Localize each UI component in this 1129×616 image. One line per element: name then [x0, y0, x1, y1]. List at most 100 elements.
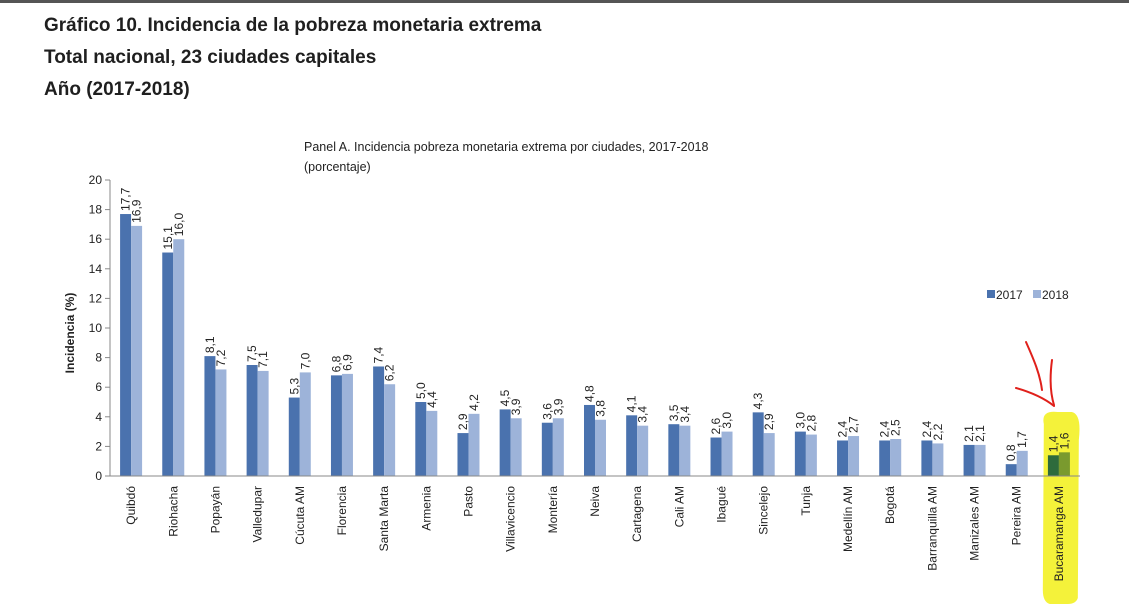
bar-2017 [752, 412, 764, 476]
bar-2017 [668, 424, 680, 476]
value-label-2018: 7,0 [298, 352, 312, 369]
value-label-2017: 3,6 [540, 403, 554, 420]
y-tick-label: 14 [89, 262, 103, 276]
red-arrow-annotation [1015, 341, 1055, 407]
value-label-2017: 4,5 [498, 389, 512, 406]
bar-2017 [794, 431, 806, 476]
x-tick-label: Ibagué [715, 486, 729, 523]
bar-2017 [373, 366, 385, 476]
value-label-2018: 16,9 [130, 199, 144, 223]
bar-2018 [679, 425, 691, 476]
bar-2018 [468, 413, 480, 476]
x-tick-label: Manizales AM [968, 486, 982, 561]
value-label-2017: 6,8 [329, 355, 343, 372]
legend-label-2017: 2017 [996, 288, 1023, 302]
y-axis-label: Incidencia (%) [63, 293, 77, 374]
x-tick-label: Cúcuta AM [293, 486, 307, 545]
bar-2017 [330, 375, 342, 476]
value-label-2017: 2,4 [836, 420, 850, 437]
value-label-2017: 7,4 [372, 346, 386, 363]
bar-2017 [457, 433, 469, 476]
annotation-stroke-2 [1049, 359, 1055, 406]
bar-2018 [299, 372, 311, 476]
bar-2017 [499, 409, 511, 476]
x-tick-label: Valledupar [251, 486, 265, 542]
value-label-2018: 4,4 [425, 391, 439, 408]
y-tick-label: 20 [89, 173, 103, 187]
legend-swatch-2018 [1033, 290, 1041, 298]
y-tick-label: 12 [89, 291, 103, 305]
y-tick-label: 2 [95, 439, 102, 453]
value-label-2018: 6,2 [383, 364, 397, 381]
bar-2017 [584, 404, 595, 476]
header-years: Año (2017-2018) [44, 79, 190, 100]
legend-label-2018: 2018 [1042, 288, 1069, 302]
legend-swatch-2017 [987, 290, 995, 298]
value-label-2018: 1,7 [1015, 431, 1029, 448]
bar-2018 [1016, 450, 1028, 476]
bar-2017 [963, 444, 975, 476]
value-label-2018: 1,6 [1057, 432, 1071, 449]
value-label-2018: 2,1 [973, 425, 987, 442]
x-tick-label: Bogotá [883, 486, 897, 524]
header-subtitle: Total nacional, 23 ciudades capitales [44, 47, 377, 68]
y-tick-label: 0 [95, 469, 102, 483]
bar-2018 [595, 419, 606, 476]
value-label-2018: 2,2 [931, 423, 945, 440]
axis-lines [109, 180, 1080, 477]
bar-2018 [510, 418, 522, 476]
x-tick-label: Montería [546, 486, 560, 534]
x-tick-label: Cartagena [630, 486, 644, 542]
value-label-2018: 3,4 [678, 406, 692, 423]
y-tick-label: 8 [95, 351, 102, 365]
value-label-2017: 15,1 [161, 226, 175, 250]
value-label-2017: 2,6 [709, 418, 723, 435]
bar-2018 [426, 410, 438, 476]
value-label-2017: 4,3 [751, 392, 765, 409]
bar-2018 [384, 384, 396, 476]
x-tick-label: Armenia [419, 486, 433, 531]
x-tick-label: Sincelejo [757, 486, 771, 535]
value-label-2017: 3,5 [667, 404, 681, 421]
bar-2018 [974, 444, 986, 476]
value-label-2018: 4,2 [467, 394, 481, 411]
value-label-2018: 2,8 [804, 415, 818, 432]
value-label-2017: 4,8 [583, 385, 597, 402]
bar-2017 [1005, 464, 1017, 476]
bar-2017 [162, 252, 174, 476]
value-label-2017: 2,4 [920, 420, 934, 437]
x-tick-label: Villavicencio [504, 486, 518, 552]
x-tick-label: Cali AM [672, 486, 686, 527]
value-label-2017: 5,0 [414, 382, 428, 399]
bar-2018 [131, 225, 143, 476]
value-label-2017: 1,4 [1046, 435, 1060, 452]
x-tick-label: Medellín AM [841, 486, 855, 552]
value-label-2017: 2,4 [878, 420, 892, 437]
bar-2018 [215, 369, 227, 476]
bar-2017 [710, 437, 722, 476]
bar-2017 [120, 214, 132, 477]
bar-2018 [805, 434, 817, 476]
x-tick-label: Santa Marta [377, 486, 391, 552]
panel-title: Panel A. Incidencia pobreza monetaria ex… [304, 140, 708, 154]
value-label-2018: 7,1 [256, 351, 270, 368]
value-label-2017: 2,1 [962, 425, 976, 442]
bar-2018 [257, 370, 269, 476]
bar-2017 [921, 440, 933, 476]
y-axis: 0 2 4 6 8 10 12 14 16 18 20 [89, 173, 110, 483]
bars-group [120, 214, 1070, 477]
x-tick-label: Quibdó [124, 486, 138, 525]
bar-2018 [848, 436, 860, 476]
bar-2018 [890, 439, 902, 476]
x-axis-labels: Quibdó Riohacha Popayán Valledupar Cúcuta AM… [124, 486, 1066, 582]
x-tick-label: Neiva [588, 486, 602, 517]
bar-2018 [1058, 452, 1070, 476]
bar-2017 [415, 402, 427, 476]
x-tick-label: Riohacha [166, 486, 180, 537]
y-tick-label: 16 [89, 232, 103, 246]
value-label-2018: 2,9 [762, 413, 776, 430]
value-label-2018: 3,8 [594, 400, 608, 417]
value-label-2017: 3,0 [793, 412, 807, 429]
annotation-stroke-1 [1025, 341, 1043, 391]
